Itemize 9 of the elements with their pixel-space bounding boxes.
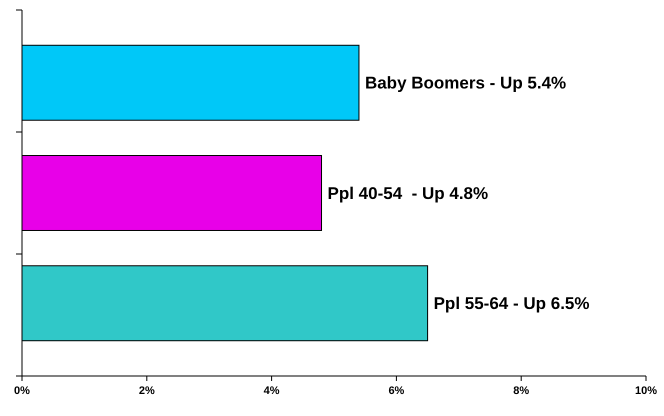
y-tick-label: Ppl 40-54 - Up 4.8% — [328, 184, 488, 203]
x-tick-label: 6% — [388, 385, 405, 397]
x-tick-label: 4% — [264, 385, 280, 397]
x-tick-label: 10% — [634, 385, 658, 397]
x-tick-label: 8% — [513, 385, 530, 397]
x-tick-label: 2% — [138, 385, 155, 397]
y-tick-label: Baby Boomers - Up 5.4% — [364, 74, 566, 93]
y-tick-label: Ppl 55-64 - Up 6.5% — [434, 294, 590, 314]
x-tick-label: 0% — [14, 385, 30, 397]
